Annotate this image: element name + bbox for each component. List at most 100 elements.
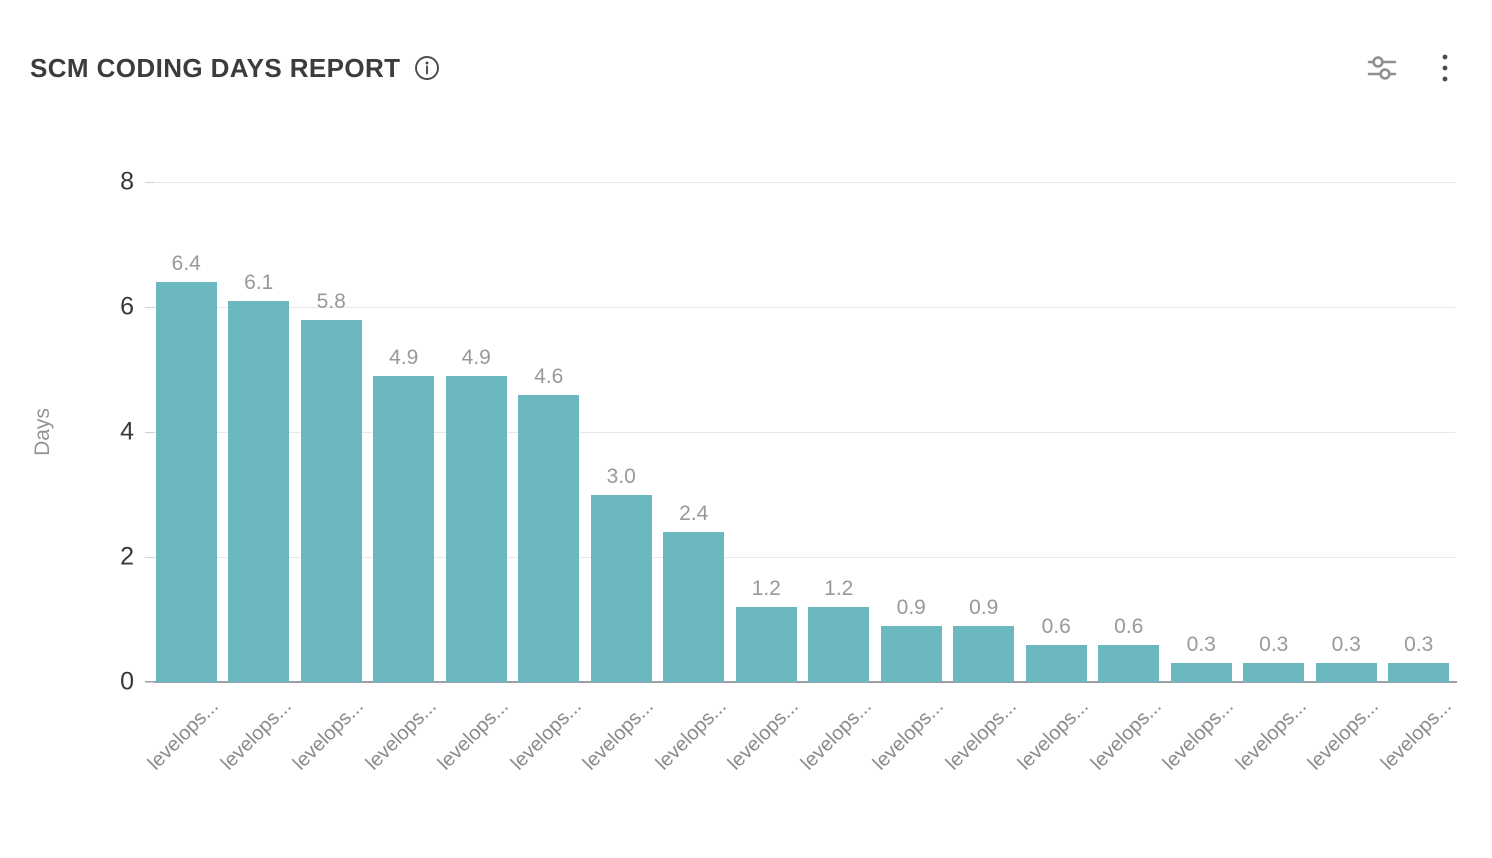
- y-axis-title: Days: [31, 408, 54, 456]
- bar[interactable]: [880, 625, 942, 682]
- y-tick-label: 8: [120, 167, 134, 196]
- gridline: [150, 431, 1455, 433]
- x-axis-labels-row: levelops... levelops... levelops... levelop…: [144, 682, 1456, 832]
- bar-value-label: 1.2: [824, 577, 854, 600]
- bar-value-label: 0.6: [1041, 614, 1071, 638]
- x-label-slot: levelops...: [579, 682, 658, 832]
- y-tick-mark: [145, 681, 154, 683]
- bar[interactable]: [300, 319, 362, 682]
- bar-slot: 0.6: [1093, 182, 1166, 682]
- bar-value-label: 5.8: [316, 289, 346, 313]
- kebab-menu-button[interactable]: [1438, 50, 1452, 86]
- x-label-slot: levelops...: [289, 682, 368, 832]
- y-tick-label: 6: [120, 292, 134, 321]
- x-axis-label: levelops...: [1013, 695, 1094, 775]
- bar-value-label: 0.6: [1114, 614, 1144, 638]
- header-actions: [1364, 50, 1452, 86]
- filter-button[interactable]: [1364, 50, 1400, 86]
- bar-slot: 0.6: [1020, 182, 1093, 682]
- info-icon: [414, 55, 440, 81]
- x-axis-label: levelops...: [1303, 695, 1384, 775]
- x-label-slot: levelops...: [144, 682, 223, 832]
- bar-value-label: 0.3: [1259, 633, 1289, 657]
- x-label-slot: levelops...: [796, 682, 875, 832]
- x-label-slot: levelops...: [1159, 682, 1238, 832]
- filter-sliders-icon: [1366, 52, 1398, 84]
- bar[interactable]: [953, 625, 1015, 682]
- y-tick-mark: [145, 556, 154, 558]
- x-axis-label: levelops...: [433, 695, 514, 775]
- bar-slot: 1.2: [730, 182, 803, 682]
- bar-slot: 6.4: [150, 182, 223, 682]
- bar[interactable]: [228, 300, 290, 682]
- bar-value-label: 0.9: [969, 595, 999, 619]
- x-axis-label: levelops...: [1158, 695, 1239, 775]
- bar[interactable]: [1025, 644, 1087, 682]
- x-axis-label: levelops...: [1086, 695, 1166, 775]
- bar-value-label: 4.9: [389, 345, 419, 369]
- x-axis-label: levelops...: [578, 695, 659, 775]
- bar[interactable]: [1315, 663, 1377, 682]
- bar-value-label: 4.6: [534, 364, 564, 388]
- x-label-slot: levelops...: [1304, 682, 1383, 832]
- x-label-slot: levelops...: [1014, 682, 1093, 832]
- bar-slot: 4.6: [513, 182, 586, 682]
- bar-value-label: 3.0: [606, 464, 636, 488]
- y-tick-label: 0: [120, 667, 134, 696]
- bar[interactable]: [445, 375, 507, 682]
- x-axis-label: levelops...: [216, 695, 296, 775]
- kebab-menu-icon: [1440, 52, 1450, 84]
- x-axis-label: levelops...: [941, 695, 1021, 775]
- bar[interactable]: [373, 375, 435, 682]
- bar[interactable]: [808, 607, 870, 682]
- y-tick-mark: [145, 306, 154, 308]
- x-axis-label: levelops...: [361, 695, 441, 775]
- x-axis-line: [145, 681, 1457, 683]
- x-axis-label: levelops...: [1376, 695, 1456, 775]
- bar-chart-plot-area: 0 2 4 6 8 6.4 6.1 5.8 4.9 4.9 4.6 3.0 2.4 1.2 1.2 0.9 0.…: [120, 169, 1457, 775]
- bars-row: 6.4 6.1 5.8 4.9 4.9 4.6 3.0 2.4 1.2 1.2 0.9 0.9 0.6 0…: [150, 182, 1455, 682]
- bar[interactable]: [1243, 663, 1305, 682]
- bar-slot: 4.9: [440, 182, 513, 682]
- x-axis-label: levelops...: [868, 695, 949, 775]
- bar[interactable]: [1170, 663, 1232, 682]
- x-axis-label: levelops...: [651, 695, 731, 775]
- x-label-slot: levelops...: [506, 682, 585, 832]
- page-title: SCM CODING DAYS REPORT: [30, 52, 401, 83]
- x-label-slot: levelops...: [869, 682, 948, 832]
- bar-value-label: 0.9: [896, 595, 926, 619]
- bar-value-label: 2.4: [679, 502, 709, 525]
- bar[interactable]: [663, 532, 725, 682]
- bar-slot: 2.4: [658, 182, 731, 682]
- bar-slot: 0.3: [1310, 182, 1383, 682]
- bar[interactable]: [155, 282, 217, 682]
- x-axis-label: levelops...: [723, 695, 804, 775]
- bar-slot: 6.1: [223, 182, 296, 682]
- x-label-slot: levelops...: [361, 682, 440, 832]
- bar[interactable]: [735, 607, 797, 682]
- bar[interactable]: [1388, 663, 1450, 682]
- bar-value-label: 6.4: [171, 252, 201, 275]
- bar-value-label: 0.3: [1186, 633, 1216, 657]
- bar[interactable]: [590, 494, 652, 682]
- bar[interactable]: [1098, 644, 1160, 682]
- y-tick-mark: [145, 181, 154, 183]
- gridline: [150, 306, 1455, 308]
- bar-value-label: 0.3: [1404, 633, 1434, 657]
- y-tick-label: 4: [120, 417, 134, 446]
- bar-slot: 0.3: [1238, 182, 1311, 682]
- x-label-slot: levelops...: [1086, 682, 1165, 832]
- y-tick-label: 2: [120, 542, 134, 571]
- title-row: SCM CODING DAYS REPORT: [30, 53, 440, 84]
- bar[interactable]: [518, 394, 580, 682]
- x-axis-label: levelops...: [796, 695, 876, 775]
- x-axis-label: levelops...: [506, 695, 586, 775]
- bar-slot: 4.9: [368, 182, 441, 682]
- bar-value-label: 6.1: [244, 270, 274, 294]
- info-button[interactable]: [414, 55, 440, 81]
- bar-slot: 1.2: [803, 182, 876, 682]
- x-label-slot: levelops...: [941, 682, 1020, 832]
- bar-slot: 0.9: [948, 182, 1021, 682]
- bar-value-label: 0.3: [1331, 633, 1361, 657]
- x-label-slot: levelops...: [1231, 682, 1310, 832]
